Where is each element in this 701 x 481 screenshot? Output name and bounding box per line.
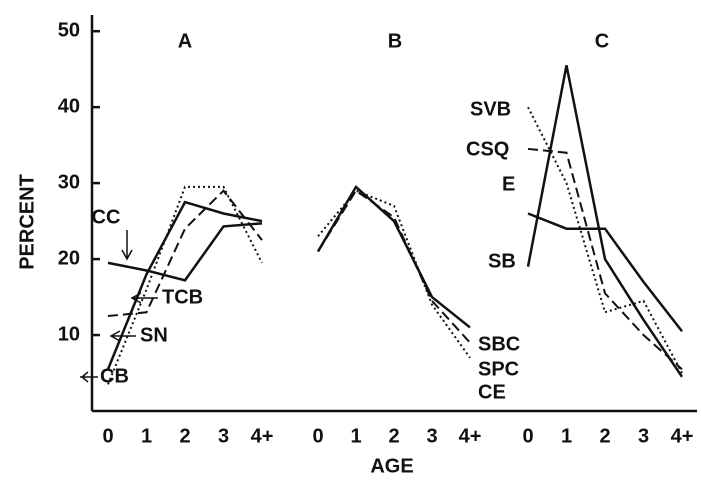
- series-label: SBC: [478, 333, 520, 355]
- y-tick-label: 10: [58, 323, 80, 345]
- series-line: [107, 185, 263, 385]
- series-line: [527, 106, 683, 374]
- series-line: [317, 189, 471, 344]
- panel-title: B: [388, 30, 402, 52]
- series-line: [106, 200, 263, 370]
- x-tick-label: 2: [388, 425, 399, 447]
- y-tick-label: 50: [58, 19, 80, 41]
- series-label: CC: [92, 206, 121, 228]
- series-line: [527, 147, 683, 370]
- x-tick-label: 0: [522, 425, 533, 447]
- y-axis-label: PERCENT: [16, 174, 38, 270]
- x-axis-label: AGE: [370, 455, 413, 477]
- x-tick-label: 1: [141, 425, 152, 447]
- series-label: SN: [140, 324, 168, 346]
- series-label: SVB: [470, 98, 511, 120]
- series-label: TCB: [162, 286, 203, 308]
- x-tick-label: 1: [561, 425, 572, 447]
- series-label: CSQ: [466, 138, 509, 160]
- series-label: SB: [488, 250, 516, 272]
- y-tick-label: 30: [58, 171, 80, 193]
- series-line: [316, 184, 471, 329]
- x-tick-label: 4+: [459, 425, 482, 447]
- x-tick-label: 0: [102, 425, 113, 447]
- series-line: [107, 222, 263, 282]
- x-tick-label: 2: [599, 425, 610, 447]
- series-label: E: [502, 173, 515, 195]
- series-line: [527, 212, 683, 333]
- series-label: SPC: [478, 358, 519, 380]
- x-tick-label: 4+: [671, 425, 694, 447]
- x-tick-label: 3: [426, 425, 437, 447]
- x-tick-label: 4+: [251, 425, 274, 447]
- x-tick-label: 3: [638, 425, 649, 447]
- x-tick-label: 1: [350, 425, 361, 447]
- series-line: [526, 65, 684, 378]
- x-tick-label: 2: [179, 425, 190, 447]
- x-tick-label: 0: [312, 425, 323, 447]
- panel-title: A: [178, 30, 192, 52]
- panel-title: C: [595, 30, 609, 52]
- series-line: [317, 189, 471, 359]
- y-tick-label: 40: [58, 95, 80, 117]
- y-tick-label: 20: [58, 247, 80, 269]
- series-label: CE: [478, 381, 506, 403]
- series-label: CB: [100, 365, 129, 387]
- x-tick-label: 3: [218, 425, 229, 447]
